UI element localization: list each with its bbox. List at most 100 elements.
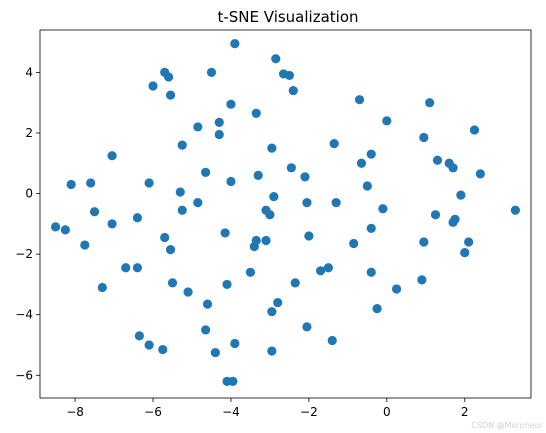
- scatter-point: [253, 170, 263, 180]
- x-tick-label: −2: [300, 405, 318, 419]
- x-axis: −8 −6 −4 −2 0 2: [66, 398, 469, 419]
- scatter-point: [201, 325, 211, 335]
- scatter-point: [132, 213, 143, 223]
- scatter-point: [430, 210, 441, 220]
- scatter-point: [220, 228, 230, 238]
- scatter-point: [417, 275, 427, 285]
- scatter-point: [160, 232, 170, 243]
- watermark: CSDN @Morpheor: [471, 421, 543, 430]
- scatter-point: [302, 198, 312, 208]
- scatter-point: [163, 72, 174, 82]
- scatter-point: [97, 282, 107, 293]
- scatter-point: [286, 163, 296, 173]
- scatter-point: [177, 140, 187, 150]
- scatter-point: [354, 95, 365, 105]
- scatter-point: [265, 210, 275, 220]
- plot-frame: [39, 29, 532, 399]
- scatter-point: [331, 198, 341, 208]
- scatter-point: [80, 240, 90, 250]
- scatter-point: [315, 266, 326, 276]
- scatter-point: [300, 172, 310, 182]
- scatter-point: [132, 263, 143, 273]
- scatter-point: [183, 287, 193, 297]
- scatter-point: [167, 278, 178, 288]
- scatter-point: [450, 214, 460, 224]
- scatter-point: [372, 304, 382, 314]
- y-tick-label: 4: [25, 65, 33, 79]
- scatter-point: [202, 299, 213, 309]
- y-tick-label: −2: [15, 247, 33, 261]
- scatter-point: [469, 125, 480, 135]
- scatter-point: [419, 132, 429, 143]
- scatter-point: [366, 223, 376, 233]
- scatter-point: [177, 205, 187, 215]
- scatter-point: [144, 340, 154, 350]
- scatter-point: [304, 231, 314, 241]
- scatter-point: [432, 155, 443, 165]
- scatter-point: [193, 198, 203, 208]
- scatter-point: [210, 347, 220, 358]
- scatter-point: [226, 99, 236, 109]
- scatter-point: [230, 338, 240, 349]
- x-tick-label: 0: [383, 405, 391, 419]
- scatter-point: [271, 54, 281, 64]
- scatter-point: [267, 307, 277, 317]
- scatter-point: [193, 122, 203, 132]
- x-tick-label: −8: [66, 405, 84, 419]
- plot-area: [39, 29, 532, 399]
- scatter-point: [50, 222, 61, 232]
- scatter-point: [366, 267, 376, 277]
- x-tick-label: 2: [461, 405, 469, 419]
- scatter-point: [251, 108, 261, 118]
- scatter-point: [89, 207, 100, 217]
- scatter-point: [456, 190, 466, 200]
- scatter-point: [425, 98, 435, 108]
- scatter-point: [66, 179, 76, 190]
- scatter-point: [214, 129, 224, 140]
- scatter-point: [206, 67, 217, 78]
- chart-title: t-SNE Visualization: [217, 8, 358, 26]
- scatter-point: [148, 81, 158, 91]
- scatter-point: [327, 335, 337, 346]
- scatter-point: [267, 346, 277, 356]
- scatter-point: [230, 39, 240, 49]
- scatter-point: [475, 169, 485, 179]
- scatter-point: [201, 167, 211, 177]
- scatter-point: [419, 237, 429, 247]
- scatter-point: [107, 151, 117, 161]
- scatter-point: [391, 284, 402, 294]
- scatter-point: [460, 248, 470, 258]
- scatter-point: [329, 138, 339, 149]
- scatter-point: [251, 235, 261, 246]
- y-tick-label: −6: [15, 368, 33, 382]
- y-tick-label: 0: [25, 187, 33, 201]
- x-tick-label: −6: [144, 405, 162, 419]
- scatter-point: [60, 225, 70, 235]
- scatter-point: [382, 116, 392, 126]
- scatter-point: [245, 267, 256, 277]
- scatter-point: [302, 322, 312, 332]
- scatter-point: [226, 176, 236, 187]
- x-tick-label: −4: [222, 405, 240, 419]
- scatter-point: [269, 191, 279, 202]
- scatter-point: [267, 143, 277, 153]
- y-tick-label: −4: [15, 308, 33, 322]
- scatter-point: [288, 85, 298, 96]
- scatter-point: [165, 244, 176, 255]
- scatter-point: [165, 90, 176, 100]
- scatter-point: [356, 158, 367, 168]
- scatter-point: [107, 219, 117, 229]
- y-axis: −6 −4 −2 0 2 4: [15, 65, 40, 382]
- scatter-point: [323, 263, 333, 273]
- scatter-point: [86, 178, 96, 188]
- scatter-point: [448, 163, 458, 173]
- scatter-point: [222, 279, 232, 290]
- scatter-point: [228, 376, 238, 386]
- scatter-point: [464, 237, 474, 247]
- scatter-point: [214, 117, 224, 127]
- scatter-point: [349, 238, 359, 249]
- scatter-point: [362, 181, 372, 191]
- scatter-point: [290, 278, 300, 288]
